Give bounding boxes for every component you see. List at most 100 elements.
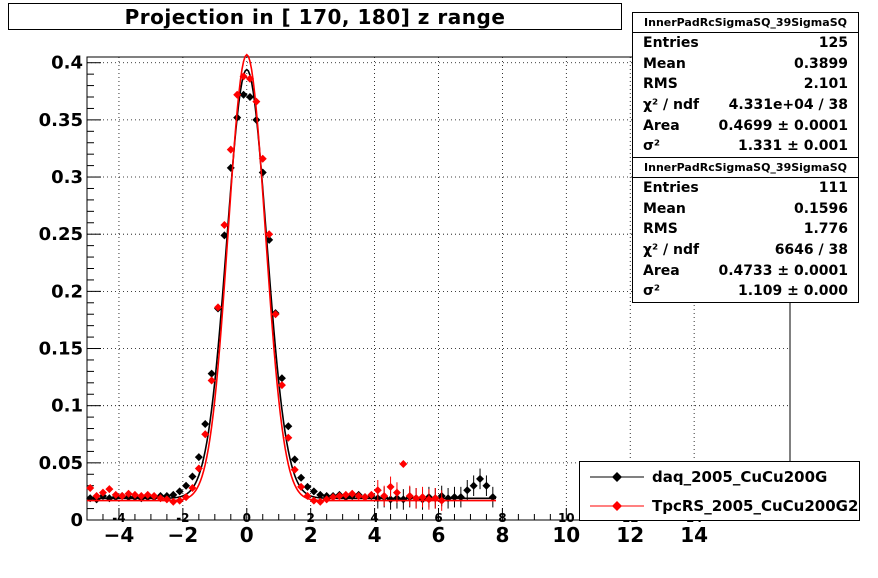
data-point xyxy=(150,491,159,500)
data-point xyxy=(175,496,184,505)
data-point xyxy=(335,491,344,500)
data-point xyxy=(220,221,229,230)
data-point xyxy=(348,489,357,498)
data-point xyxy=(252,115,261,124)
legend-marker-tpcrs xyxy=(590,501,644,511)
data-point xyxy=(456,493,465,502)
data-point xyxy=(316,497,325,506)
data-point xyxy=(399,495,408,504)
chart-title-box: Projection in [ 170, 180] z range xyxy=(8,3,622,30)
stats-box-tpcrs: InnerPadRcSigmaSQ_39SigmaSQ Entries 111 M… xyxy=(632,157,859,304)
legend-entry-daq: daq_2005_CuCu200G xyxy=(580,464,859,492)
stats-row-sigma2: σ² 1.331 ± 0.001 xyxy=(643,138,848,155)
y-tick-label: 0.2 xyxy=(51,281,83,302)
data-point xyxy=(252,97,261,106)
data-point xyxy=(431,494,440,503)
x-tick-label: 14 xyxy=(680,523,708,547)
data-point xyxy=(201,419,210,428)
data-point xyxy=(92,491,101,500)
data-point xyxy=(392,488,401,497)
data-point xyxy=(188,472,197,481)
data-point xyxy=(482,481,491,490)
data-point xyxy=(233,90,242,99)
data-point xyxy=(207,369,216,378)
data-point xyxy=(137,491,146,500)
stats-row-entries: Entries 111 xyxy=(643,180,848,196)
stats-box-daq: InnerPadRcSigmaSQ_39SigmaSQ Entries 125 M… xyxy=(632,12,859,159)
data-point xyxy=(188,483,197,492)
x-tick-label-inner: -2 xyxy=(176,511,189,525)
data-point xyxy=(341,490,350,499)
y-tick-label: 0.3 xyxy=(51,167,83,188)
data-point xyxy=(367,490,376,499)
data-point xyxy=(418,493,427,502)
data-point xyxy=(175,487,184,496)
data-point xyxy=(143,490,152,499)
data-point xyxy=(424,495,433,504)
y-tick-label: 0.1 xyxy=(51,396,83,417)
data-point xyxy=(245,74,254,83)
x-tick-label: 2 xyxy=(304,523,318,547)
stats-row-chi2: χ² / ndf 6646 / 38 xyxy=(643,242,848,259)
x-tick-label: 12 xyxy=(616,523,644,547)
data-point xyxy=(463,486,472,495)
data-point xyxy=(399,459,408,468)
data-point xyxy=(405,491,414,500)
data-point xyxy=(239,90,248,99)
stats-row-mean: Mean 0.3899 xyxy=(643,55,848,72)
data-point xyxy=(105,485,114,494)
data-point xyxy=(265,235,274,244)
data-point xyxy=(220,231,229,240)
data-point xyxy=(214,303,223,312)
data-point xyxy=(245,93,254,102)
legend-marker-daq xyxy=(590,472,644,482)
data-point xyxy=(373,486,382,495)
stats-row-rms: RMS 2.101 xyxy=(643,76,848,93)
y-tick-label: 0 xyxy=(70,510,83,531)
data-point xyxy=(98,488,107,497)
stats-row-mean: Mean 0.1596 xyxy=(643,200,848,217)
x-tick-label: 4 xyxy=(368,523,382,547)
x-tick-label: 0 xyxy=(240,523,254,547)
data-point xyxy=(162,495,171,504)
data-point xyxy=(124,489,133,498)
x-tick-label: −4 xyxy=(104,523,135,547)
data-point xyxy=(450,493,459,502)
data-point xyxy=(316,490,325,499)
x-tick-label: 8 xyxy=(495,523,509,547)
stats-row-area: Area 0.4699 ± 0.0001 xyxy=(643,117,848,134)
legend-entry-tpcrs: TpcRS_2005_CuCu200G2 xyxy=(580,493,859,521)
data-point xyxy=(271,310,280,319)
data-point xyxy=(297,473,306,482)
data-point xyxy=(386,482,395,491)
data-point xyxy=(437,496,446,505)
x-tick-label-inner: -4 xyxy=(112,511,125,525)
data-point xyxy=(169,490,178,499)
data-point xyxy=(284,433,293,442)
chart-title: Projection in [ 170, 180] z range xyxy=(124,5,506,29)
stats-row-rms: RMS 1.776 xyxy=(643,221,848,238)
data-point xyxy=(303,491,312,500)
data-point xyxy=(412,494,421,503)
data-point xyxy=(258,154,267,163)
data-point xyxy=(380,491,389,500)
data-point xyxy=(277,374,286,383)
data-point xyxy=(201,430,210,439)
stats-row-entries: Entries 125 xyxy=(643,35,848,51)
data-point xyxy=(361,493,370,502)
legend-label-daq: daq_2005_CuCu200G xyxy=(652,468,828,486)
data-point xyxy=(386,495,395,504)
data-point xyxy=(86,483,95,492)
data-point xyxy=(322,495,331,504)
data-point xyxy=(194,464,203,473)
data-point xyxy=(239,72,248,81)
data-point xyxy=(226,145,235,154)
stats-header: InnerPadRcSigmaSQ_39SigmaSQ xyxy=(633,13,858,33)
data-point xyxy=(290,455,299,464)
y-tick-label: 0.35 xyxy=(39,110,83,131)
data-point xyxy=(118,491,127,500)
data-point xyxy=(290,465,299,474)
y-tick-label: 0.05 xyxy=(39,453,83,474)
y-tick-label: 0.15 xyxy=(39,339,83,360)
